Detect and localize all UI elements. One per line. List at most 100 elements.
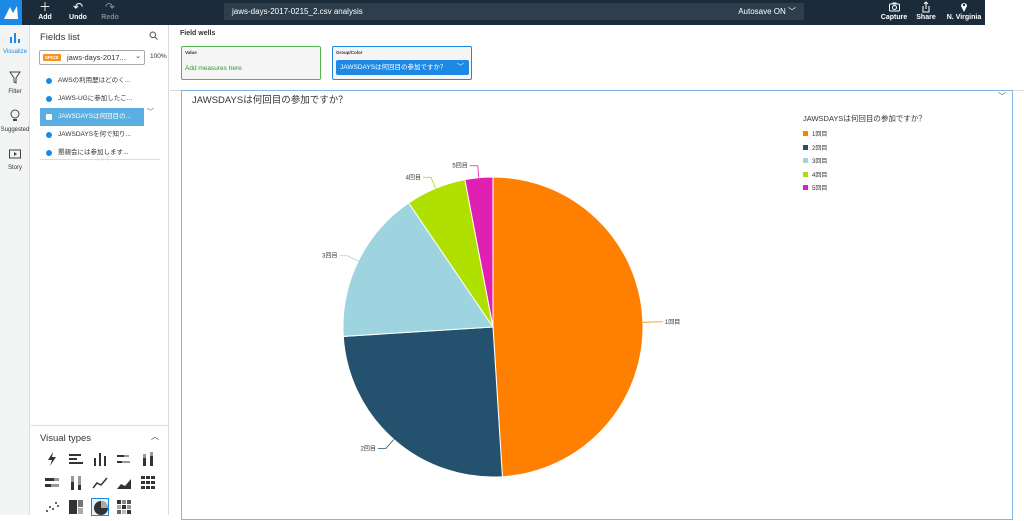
filter-icon [0, 71, 30, 89]
legend-swatch [803, 185, 808, 190]
dimension-icon [46, 96, 52, 102]
rail-visualize[interactable]: Visualize [0, 31, 30, 55]
slice-label: 5回目 [452, 163, 467, 170]
group-color-well[interactable]: Group/Color JAWSDAYSは何回目の参加ですか？ ﹀ [332, 46, 472, 80]
rail-story[interactable]: Story [0, 147, 30, 171]
field-wells-title: Field wells [180, 30, 215, 37]
chevron-up-icon[interactable]: ︿ [151, 431, 159, 442]
field-item-label: JAWSDAYSを何で知り... [58, 131, 131, 138]
slice-label: 4回目 [406, 174, 421, 181]
field-item-label: AWSの利用歴はどのく... [58, 77, 130, 84]
field-list: AWSの利用歴はどのく... JAWS-UGに参加したこ...JAWSDAYSは何… [40, 72, 168, 162]
chevron-down-icon: ⌄ [135, 52, 141, 60]
resize-grip-icon[interactable]: ⋮⋮⋮ [95, 155, 110, 162]
pie-slice[interactable] [493, 177, 643, 477]
rail-filter-label: Filter [8, 89, 21, 95]
field-item-label: 懇親会には参加します... [58, 149, 128, 156]
vertical-bar-icon[interactable] [91, 450, 109, 468]
visual-types-panel: Visual types ︿ [31, 425, 169, 515]
spice-badge: SPICE [43, 54, 61, 61]
rail-suggested[interactable]: Suggested [0, 109, 30, 133]
rail-story-label: Story [8, 165, 22, 171]
legend-item[interactable]: 3回目 [803, 158, 827, 168]
value-well[interactable]: Value Add measures here [181, 46, 321, 80]
legend-label: 4回目 [812, 173, 827, 179]
stacked-horizontal-bar-icon[interactable] [115, 450, 133, 468]
value-well-label: Value [185, 50, 197, 55]
bar-chart-icon [0, 31, 30, 49]
undo-label: Undo [69, 14, 87, 21]
camera-icon [880, 0, 908, 14]
dimension-icon [46, 114, 52, 120]
legend-swatch [803, 158, 808, 163]
story-icon [0, 147, 30, 165]
value-well-placeholder: Add measures here [185, 65, 242, 72]
field-item[interactable]: JAWSDAYSを何で知り... [40, 126, 165, 144]
redo-button[interactable]: ↷ Redo [100, 0, 120, 25]
legend-label: 2回目 [812, 146, 827, 152]
undo-button[interactable]: ↶ Undo [66, 0, 90, 25]
legend-label: 5回目 [812, 186, 827, 192]
legend-swatch [803, 172, 808, 177]
slice-leader-line [340, 256, 359, 261]
stacked-100-vertical-icon[interactable] [67, 474, 85, 492]
legend-item[interactable]: 4回目 [803, 172, 827, 182]
chevron-down-icon: ﹀ [788, 7, 796, 16]
undo-icon: ↶ [66, 0, 90, 14]
add-button[interactable]: ＋ Add [34, 0, 56, 25]
autosave-toggle[interactable]: Autosave ON ﹀ [738, 3, 796, 20]
field-item[interactable]: AWSの利用歴はどのく... [40, 72, 165, 90]
dataset-select[interactable]: SPICE jaws-days-2017... ⌄ [39, 50, 145, 65]
stacked-vertical-bar-icon[interactable] [139, 450, 157, 468]
line-chart-icon[interactable] [91, 474, 109, 492]
legend-swatch [803, 131, 808, 136]
chevron-down-icon[interactable]: ﹀ [457, 60, 464, 75]
group-color-field-pill[interactable]: JAWSDAYSは何回目の参加ですか？ ﹀ [336, 60, 469, 75]
dimension-icon [46, 78, 52, 84]
capture-label: Capture [881, 14, 907, 21]
visual-title: JAWSDAYSは何回目の参加ですか？ [192, 92, 348, 106]
pivot-table-icon[interactable] [139, 474, 157, 492]
field-menu-chevron-icon[interactable]: ﹀ [147, 107, 154, 117]
legend-item[interactable]: 5回目 [803, 185, 827, 195]
legend-item[interactable]: 1回目 [803, 131, 827, 141]
analysis-title-field[interactable]: jaws-days-2017-0215_2.csv analysis Autos… [224, 3, 804, 20]
redo-label: Redo [101, 14, 119, 21]
field-item[interactable]: JAWSDAYSは何回目の... [40, 108, 144, 126]
horizontal-bar-icon[interactable] [67, 450, 85, 468]
rail-visualize-label: Visualize [3, 49, 27, 55]
pie-chart-icon[interactable] [91, 498, 109, 516]
field-wells: Field wells Value Add measures here Grou… [170, 25, 1024, 91]
slice-label: 2回目 [361, 446, 376, 453]
chevron-down-icon[interactable]: ﹀ [998, 91, 1006, 102]
area-line-icon[interactable] [115, 474, 133, 492]
visual-types-title: Visual types [40, 433, 91, 444]
plus-icon: ＋ [34, 0, 56, 14]
legend-title: JAWSDAYSは何回目の参加ですか？ [803, 113, 926, 124]
tree-map-icon[interactable] [67, 498, 85, 516]
region-button[interactable]: N. Virginia [944, 0, 984, 25]
slice-leader-line [423, 177, 436, 188]
autograph-icon[interactable] [43, 450, 61, 468]
dimension-icon [46, 132, 52, 138]
legend-label: 3回目 [812, 159, 827, 165]
legend-item[interactable]: 2回目 [803, 145, 827, 155]
stacked-100-horizontal-icon[interactable] [43, 474, 61, 492]
left-rail: Visualize Filter Suggested Story [0, 25, 30, 515]
pie-chart[interactable]: 1回目 2回目 3回目 4回目 5回目 [182, 91, 1014, 521]
share-button[interactable]: Share [914, 0, 938, 25]
pie-slice[interactable] [343, 327, 502, 477]
visual-card[interactable]: 1回目 2回目 3回目 4回目 5回目 JAWSDAYSは何回目の参加ですか？ ﹀ JA… [181, 90, 1013, 520]
quicksight-logo[interactable] [0, 0, 22, 25]
slice-label: 3回目 [322, 253, 337, 260]
search-icon[interactable] [149, 31, 158, 42]
dataset-name: jaws-days-2017... [67, 53, 126, 62]
rail-suggested-label: Suggested [1, 127, 30, 133]
add-label: Add [38, 14, 52, 21]
heat-map-icon[interactable] [115, 498, 133, 516]
capture-button[interactable]: Capture [880, 0, 908, 25]
rail-filter[interactable]: Filter [0, 71, 30, 95]
scatter-icon[interactable] [43, 498, 61, 516]
field-item[interactable]: JAWS-UGに参加したこ... [40, 90, 165, 108]
fields-list-title: Fields list [40, 32, 80, 43]
